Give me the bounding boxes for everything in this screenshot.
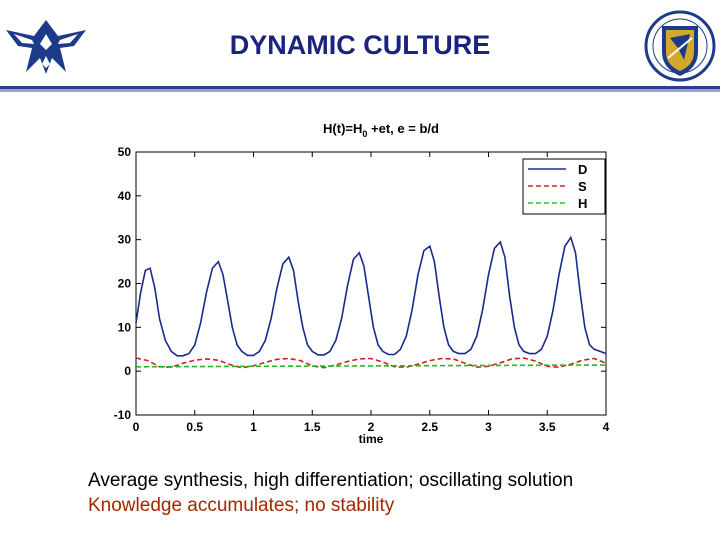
caption-line-1: Average synthesis, high differentiation;… bbox=[88, 470, 574, 491]
chart-title-rest: +et, e = b/d bbox=[367, 121, 439, 136]
series-line-h bbox=[135, 364, 607, 368]
x-tick-label: 2 bbox=[368, 420, 375, 434]
x-tick-label: 4 bbox=[603, 420, 610, 434]
header-rule bbox=[0, 86, 720, 89]
y-tick-label: 0 bbox=[124, 364, 131, 378]
slide-header: DYNAMIC CULTURE bbox=[0, 0, 720, 92]
legend-label-h: H bbox=[578, 196, 587, 211]
x-tick-label: 2.5 bbox=[421, 420, 438, 434]
x-tick-label: 1.5 bbox=[304, 420, 321, 434]
x-tick-label: 0.5 bbox=[186, 420, 203, 434]
y-tick-label: 30 bbox=[118, 233, 132, 247]
chart-title: H(t)=H0 +et, e = b/d bbox=[323, 121, 439, 139]
x-tick-label: 3.5 bbox=[539, 420, 556, 434]
chart-title-main: H(t)=H bbox=[323, 121, 362, 136]
series-line-d bbox=[135, 235, 607, 357]
afrl-shield-emblem-icon bbox=[644, 10, 716, 82]
y-tick-label: 50 bbox=[118, 145, 132, 159]
caption-line-2: Knowledge accumulates; no stability bbox=[88, 495, 395, 516]
x-tick-label: 1 bbox=[250, 420, 257, 434]
chart-title-subscript: 0 bbox=[362, 129, 367, 139]
x-axis-ticks: 0 0.5 1 1.5 2 2.5 3 3.5 4 bbox=[133, 152, 610, 434]
oscillation-line-chart: H(t)=H0 +et, e = b/d 0 0.5 1 1.5 2 2.5 3 3.5 4 -… bbox=[114, 121, 610, 446]
y-tick-label: 40 bbox=[118, 189, 132, 203]
y-tick-label: 20 bbox=[118, 277, 132, 291]
y-axis-ticks: -10 0 10 20 30 40 50 bbox=[114, 145, 606, 422]
x-tick-label: 0 bbox=[133, 420, 140, 434]
header-rule-accent bbox=[0, 89, 720, 92]
legend-label-s: S bbox=[578, 179, 587, 194]
chart-legend: DSH bbox=[522, 158, 606, 215]
y-tick-label: 10 bbox=[118, 320, 132, 334]
x-tick-label: 3 bbox=[485, 420, 492, 434]
legend-label-d: D bbox=[578, 162, 587, 177]
y-tick-label: -10 bbox=[114, 408, 132, 422]
series-layer bbox=[135, 235, 607, 369]
slide-title: DYNAMIC CULTURE bbox=[229, 30, 491, 60]
x-axis-label: time bbox=[359, 432, 384, 446]
series-line-s bbox=[135, 357, 607, 369]
air-force-wings-icon bbox=[6, 20, 86, 74]
